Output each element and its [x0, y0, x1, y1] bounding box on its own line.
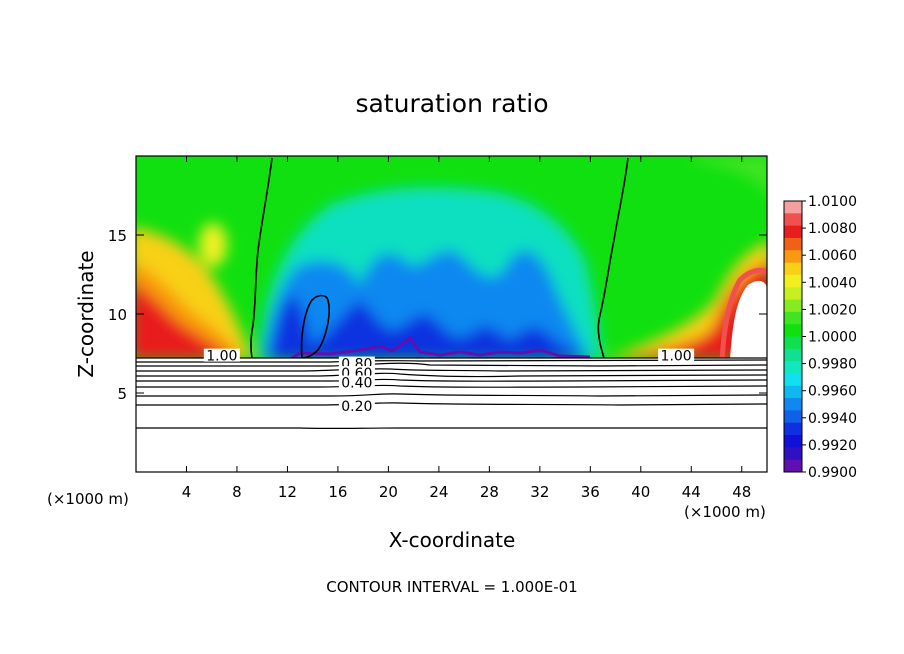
contour-line-0-70	[136, 368, 768, 372]
contour-label: 0.40	[341, 376, 372, 392]
x-tick-label: 12	[278, 483, 297, 501]
x-tick-label: 8	[232, 483, 242, 501]
y-tick-label: 10	[108, 306, 127, 324]
hot-region-left	[136, 284, 233, 358]
chart-title: saturation ratio	[355, 89, 548, 118]
x-tick-label: 44	[682, 483, 701, 501]
x-tick-label: 40	[631, 483, 650, 501]
contour-line-0-80	[136, 362, 768, 367]
colorbar-swatch	[784, 348, 802, 362]
colorbar-swatch	[784, 201, 802, 214]
contour-labels: 1.00 1.000.800.600.400.20	[203, 348, 695, 415]
contour-line-0-40	[136, 384, 768, 388]
x-tick-label: 20	[379, 483, 398, 501]
colorbar-swatch	[784, 324, 802, 337]
surface-edge	[291, 335, 591, 358]
y-tick-label: 15	[108, 227, 127, 245]
colorbar-swatch	[784, 287, 802, 301]
y-axis-label: Z-coordinate	[74, 250, 98, 377]
colorbar-swatch	[784, 250, 802, 264]
colorbar: 1.0100 1.0080 1.0060 1.0040 1.0020 1.0000 0.99…	[783, 194, 857, 481]
lower-contours	[136, 357, 768, 430]
contour-line-0-85	[136, 359, 768, 363]
colorbar-swatch	[784, 410, 802, 424]
colorbar-label: 1.0040	[808, 275, 857, 291]
footer-contour-interval: CONTOUR INTERVAL = 1.000E-01	[326, 578, 577, 596]
yellow-blob-left	[199, 223, 227, 267]
x-tick-label: 32	[530, 483, 549, 501]
colorbar-swatch	[784, 435, 802, 448]
colorbar-swatch	[784, 422, 802, 436]
colorbar-label: 0.9960	[808, 384, 857, 400]
x-tick-label: 24	[429, 483, 448, 501]
colorbar-swatch	[784, 447, 802, 461]
contour-label: 0.20	[341, 399, 372, 415]
colorbar-swatch	[784, 373, 802, 387]
colorbar-swatch	[784, 336, 802, 350]
coldest-region	[270, 295, 587, 358]
colorbar-swatch	[784, 299, 802, 313]
contour-label-bg	[203, 348, 240, 362]
colorbar-swatch	[784, 459, 802, 473]
colorbar-label: 1.0080	[808, 221, 857, 237]
hot-rim-right	[719, 267, 767, 358]
contour-line-0-60	[136, 372, 768, 378]
contour-label-bg	[338, 399, 375, 413]
colorbar-label: 1.0020	[808, 302, 857, 318]
colorbar-swatch	[784, 213, 802, 227]
colorbar-swatch	[784, 225, 802, 239]
x-unit-right: (×1000 m)	[684, 503, 766, 521]
contour-label: 1.00	[206, 349, 237, 365]
colorbar-swatch	[784, 274, 802, 288]
contour-1-00-loop	[300, 294, 330, 358]
colorbar-swatch	[784, 237, 802, 251]
colorbar-swatch	[784, 361, 802, 374]
x-axis-label: X-coordinate	[389, 528, 516, 552]
colorbar-label: 1.0000	[808, 330, 857, 346]
contour-1-00-right	[597, 157, 629, 358]
colorbar-label: 0.9980	[808, 357, 857, 373]
colorbar-label: 1.0100	[808, 194, 857, 210]
colorbar-swatch	[784, 262, 802, 276]
pale-top-right	[690, 156, 767, 193]
x-tick-label: 4	[182, 483, 192, 501]
colorbar-label: 1.0060	[808, 248, 857, 264]
contour-label-bg	[338, 375, 375, 389]
colorbar-label: 0.9920	[808, 438, 857, 454]
colorbar-label: 0.9900	[808, 465, 857, 481]
x-axis: 4 8 12 16 20 24 28 32 36 40 44 48	[182, 156, 751, 501]
y-tick-label: 5	[117, 385, 127, 403]
contour-label-bg	[658, 348, 695, 362]
x-tick-label: 48	[732, 483, 751, 501]
saturation-field	[136, 156, 767, 358]
hot-region-right	[624, 263, 767, 358]
colorbar-label: 0.9940	[808, 411, 857, 427]
x-tick-label: 16	[328, 483, 347, 501]
colorbar-swatch	[784, 398, 802, 411]
contour-line-0-20	[136, 402, 768, 406]
unsaturated-pocket-right	[730, 280, 767, 358]
contour-1-00-left	[250, 157, 273, 358]
colorbar-swatch	[784, 385, 802, 399]
colorbar-swatch	[784, 311, 802, 325]
x-unit-left: (×1000 m)	[47, 490, 129, 508]
contour-label: 1.00	[661, 349, 692, 365]
contour-line-0-30	[136, 393, 768, 397]
x-tick-label: 36	[581, 483, 600, 501]
y-axis: 5 10 15	[108, 227, 767, 403]
contour-line-0-50	[136, 378, 768, 382]
x-tick-label: 28	[480, 483, 499, 501]
